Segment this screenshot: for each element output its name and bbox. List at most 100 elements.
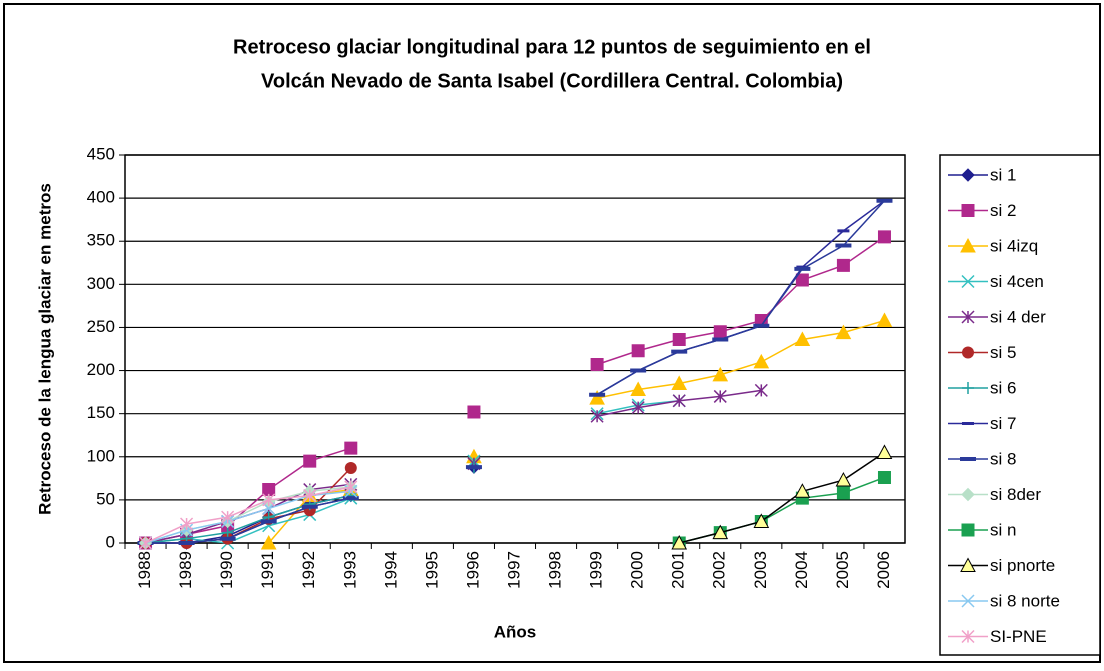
- point-marker: [960, 557, 976, 572]
- x-tick-label: 2004: [792, 551, 811, 589]
- y-tick-label: 350: [87, 231, 115, 250]
- x-tick-label: 2003: [751, 551, 770, 589]
- chart-title: Volcán Nevado de Santa Isabel (Cordiller…: [261, 70, 843, 92]
- point-marker: [961, 310, 975, 324]
- point-marker: [712, 366, 729, 382]
- legend-label: si 5: [990, 343, 1016, 362]
- point-marker: [794, 331, 811, 347]
- y-tick-label: 300: [87, 274, 115, 293]
- legend-label: si 8der: [990, 485, 1041, 504]
- point-marker: [221, 510, 235, 524]
- marker-shape: [794, 331, 811, 347]
- y-tick-label: 50: [96, 489, 115, 508]
- point-marker: [713, 325, 727, 339]
- point-marker: [962, 382, 974, 394]
- legend-label: si 4cen: [990, 272, 1044, 291]
- x-tick-label: 2005: [833, 551, 852, 589]
- legend-label: SI-PNE: [990, 627, 1047, 646]
- y-tick-label: 200: [87, 360, 115, 379]
- point-marker: [303, 454, 317, 468]
- x-tick-label: 1988: [135, 551, 154, 589]
- point-marker: [590, 409, 604, 423]
- point-marker: [713, 389, 727, 403]
- marker-shape: [962, 346, 974, 359]
- x-tick-label: 1998: [546, 551, 565, 589]
- marker-shape: [467, 405, 481, 419]
- x-tick-label: 1991: [258, 551, 277, 589]
- point-marker: [795, 273, 809, 287]
- point-marker: [344, 480, 358, 494]
- marker-shape: [960, 557, 976, 572]
- point-marker: [712, 524, 729, 540]
- point-marker: [961, 168, 975, 182]
- x-axis-title: Años: [494, 622, 537, 641]
- point-marker: [262, 493, 276, 507]
- marker-shape: [344, 441, 358, 455]
- point-marker: [961, 274, 975, 289]
- y-tick-label: 100: [87, 446, 115, 465]
- y-axis-title: Retroceso de la lengua glaciar en metros: [35, 183, 54, 515]
- legend-label: si pnorte: [990, 556, 1055, 575]
- marker-shape: [835, 472, 852, 487]
- point-marker: [961, 523, 975, 537]
- marker-shape: [753, 353, 770, 369]
- point-marker: [961, 487, 975, 502]
- point-marker: [876, 444, 893, 459]
- x-tick-label: 1999: [587, 551, 606, 589]
- chart-title: Retroceso glaciar longitudinal para 12 p…: [233, 36, 871, 58]
- point-marker: [180, 517, 194, 531]
- point-marker: [303, 489, 317, 503]
- x-tick-label: 2002: [710, 551, 729, 589]
- point-marker: [836, 486, 850, 500]
- legend-label: si 8 norte: [990, 591, 1060, 610]
- marker-shape: [961, 168, 975, 182]
- x-tick-label: 1994: [381, 551, 400, 589]
- point-marker: [753, 353, 770, 369]
- point-marker: [138, 536, 153, 550]
- point-marker: [631, 401, 645, 415]
- x-tick-label: 1997: [504, 551, 523, 589]
- point-marker: [630, 381, 646, 397]
- point-marker: [590, 358, 604, 372]
- marker-shape: [589, 390, 605, 405]
- marker-shape: [836, 258, 850, 272]
- legend-label: si 4izq: [990, 236, 1038, 255]
- point-marker: [344, 461, 357, 474]
- marker-shape: [961, 523, 975, 537]
- point-marker: [835, 324, 852, 340]
- legend-label: si 4 der: [990, 307, 1046, 326]
- y-tick-label: 0: [106, 532, 115, 551]
- point-marker: [631, 344, 645, 358]
- marker-shape: [713, 325, 727, 339]
- point-marker: [961, 629, 975, 644]
- point-marker: [754, 383, 768, 397]
- point-marker: [262, 483, 276, 497]
- marker-stroke: [961, 594, 975, 608]
- point-marker: [671, 534, 688, 550]
- x-tick-label: 1992: [299, 551, 318, 589]
- legend-label: si 1: [990, 165, 1016, 184]
- marker-shape: [877, 230, 891, 244]
- marker-shape: [835, 324, 852, 340]
- marker-shape: [876, 312, 893, 328]
- legend-label: si 7: [990, 414, 1016, 433]
- point-marker: [753, 513, 770, 528]
- marker-shape: [961, 487, 975, 502]
- point-marker: [877, 470, 891, 484]
- series-line: [145, 486, 351, 544]
- point-marker: [876, 312, 893, 328]
- point-marker: [671, 375, 688, 390]
- point-marker: [260, 534, 277, 550]
- marker-shape: [876, 444, 893, 459]
- plot-area: [124, 154, 906, 544]
- marker-shape: [631, 344, 645, 358]
- y-tick-label: 250: [87, 317, 115, 336]
- marker-shape: [753, 513, 770, 528]
- series-line: [679, 451, 885, 544]
- marker-shape: [671, 375, 688, 390]
- marker-shape: [672, 333, 686, 347]
- marker-shape: [877, 470, 891, 484]
- x-tick-label: 1995: [422, 551, 441, 589]
- y-tick-label: 150: [87, 403, 115, 422]
